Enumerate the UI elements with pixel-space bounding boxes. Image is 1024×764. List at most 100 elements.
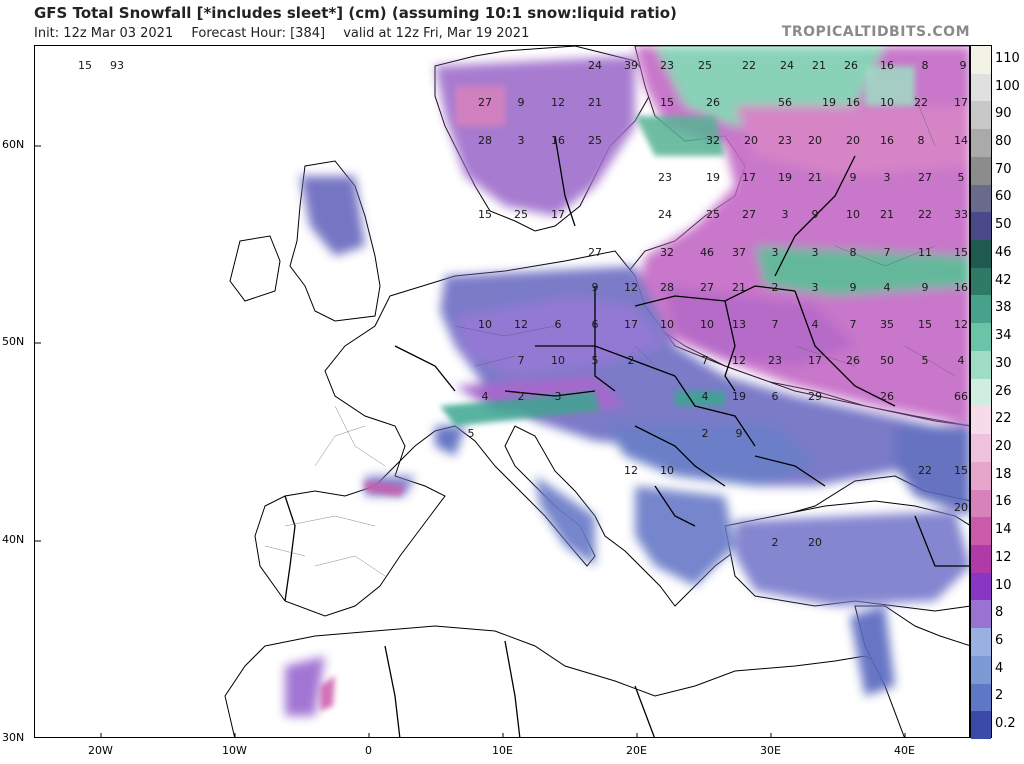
- snowfall-value-label: 5: [592, 354, 599, 367]
- snowfall-value-label: 15: [478, 208, 492, 221]
- map-subtitle: Init: 12z Mar 03 2021 Forecast Hour: [38…: [34, 26, 543, 41]
- province-line: [454, 325, 656, 367]
- lat-label-60n: 60N: [2, 138, 25, 151]
- country-borders: [284, 135, 969, 737]
- border-line: [384, 645, 401, 737]
- snowfall-value-label: 17: [742, 171, 756, 184]
- lon-label-20w: 20W: [88, 744, 113, 757]
- snowfall-value-label: 4: [958, 354, 965, 367]
- colorbar-swatch: [971, 350, 991, 379]
- lon-label-30e: 30E: [760, 744, 781, 757]
- snowfall-value-label: 22: [918, 208, 932, 221]
- colorbar-label: 110: [995, 50, 1020, 66]
- snowfall-value-label: 93: [110, 59, 124, 72]
- colorbar-swatch: [971, 655, 991, 684]
- map-title: GFS Total Snowfall [*includes sleet*] (c…: [34, 4, 677, 22]
- snowfall-value-label: 4: [812, 318, 819, 331]
- land-ireland: [229, 235, 281, 302]
- snowfall-value-label: 16: [880, 134, 894, 147]
- snowfall-value-label: 10: [846, 208, 860, 221]
- snowfall-value-label: 9: [850, 171, 857, 184]
- snowfall-shading: [285, 46, 969, 716]
- snowfall-value-label: 10: [660, 464, 674, 477]
- snowfall-value-label: 9: [960, 59, 967, 72]
- colorbar-label: 50: [995, 217, 1012, 233]
- snowfall-value-label: 26: [846, 354, 860, 367]
- snowfall-value-label: 46: [700, 246, 714, 259]
- colorbar-swatch: [971, 544, 991, 573]
- snowfall-value-label: 15: [954, 464, 968, 477]
- colorbar-label: 14: [995, 522, 1012, 538]
- snowfall-value-label: 15: [78, 59, 92, 72]
- snowfall-value-label: 9: [850, 281, 857, 294]
- snowfall-value-label: 25: [698, 59, 712, 72]
- snowfall-value-label: 22: [918, 464, 932, 477]
- colorbar-label: 0.2: [995, 716, 1016, 732]
- snowfall-value-label: 19: [822, 96, 836, 109]
- snowfall-value-label: 24: [780, 59, 794, 72]
- snowfall-value-label: 3: [884, 171, 891, 184]
- snowfall-value-label: 25: [588, 134, 602, 147]
- snowfall-value-label: 12: [624, 464, 638, 477]
- snowfall-value-label: 10: [478, 318, 492, 331]
- snowfall-value-label: 15: [660, 96, 674, 109]
- snowfall-value-label: 8: [918, 134, 925, 147]
- snowfall-value-label: 11: [918, 246, 932, 259]
- snowfall-value-label: 28: [478, 134, 492, 147]
- snowfall-value-label: 9: [518, 96, 525, 109]
- colorbar-label: 22: [995, 411, 1012, 427]
- colorbar-label: 100: [995, 78, 1020, 94]
- snowfall-value-label: 15: [918, 318, 932, 331]
- snowfall-value-label: 6: [555, 318, 562, 331]
- snowfall-value-label: 10: [700, 318, 714, 331]
- snowfall-value-label: 7: [884, 246, 891, 259]
- province-line: [794, 95, 956, 377]
- snowfall-value-label: 17: [624, 318, 638, 331]
- snowfall-value-label: 27: [478, 96, 492, 109]
- map-canvas: 15 93 24 39 23 25 22 24 21 26 16 8 927 9 12 21 15 26 56 19 1…: [35, 46, 969, 737]
- snowfall-value-label: 23: [658, 171, 672, 184]
- snowfall-value-label: 39: [624, 59, 638, 72]
- snowfall-value-label: 2: [702, 427, 709, 440]
- colorbar-label: 12: [995, 549, 1012, 565]
- colorbar-label: 4: [995, 660, 1004, 676]
- snowfall-value-label: 20: [846, 134, 860, 147]
- border-line: [674, 375, 756, 447]
- snowfall-value-label: 9: [736, 427, 743, 440]
- colorbar-swatch: [971, 600, 991, 629]
- snowfall-value-label: 23: [660, 59, 674, 72]
- border-line: [794, 290, 896, 407]
- colorbar-swatch: [971, 628, 991, 656]
- colorbar-swatch: [971, 267, 991, 296]
- colorbar-label: 6: [995, 632, 1004, 648]
- colorbar-swatch: [971, 517, 991, 545]
- colorbar-swatch: [971, 323, 991, 351]
- snowfall-value-label: 50: [880, 354, 894, 367]
- colorbar-swatch: [971, 295, 991, 324]
- snowfall-value-label: 10: [660, 318, 674, 331]
- snowfall-value-label: 25: [706, 208, 720, 221]
- snowfall-value-labels: 15 93 24 39 23 25 22 24 21 26 16 8 927 9 12 21 15 26 56 19 1…: [78, 59, 968, 549]
- snowfall-value-label: 3: [812, 246, 819, 259]
- snowfall-value-label: 24: [658, 208, 672, 221]
- snowfall-value-label: 17: [551, 208, 565, 221]
- snowfall-value-label: 25: [514, 208, 528, 221]
- colorbar-swatch: [971, 434, 991, 462]
- snowfall-value-label: 21: [588, 96, 602, 109]
- snowfall-value-label: 16: [954, 281, 968, 294]
- snowfall-value-label: 4: [884, 281, 891, 294]
- snowfall-value-label: 17: [954, 96, 968, 109]
- snowfall-value-label: 12: [624, 281, 638, 294]
- snowfall-value-label: 32: [660, 246, 674, 259]
- colorbar-swatch: [971, 101, 991, 130]
- snowfall-value-label: 7: [702, 354, 709, 367]
- snowfall-value-label: 16: [846, 96, 860, 109]
- brand-watermark: TROPICALTIDBITS.COM: [781, 24, 970, 40]
- snowfall-value-label: 8: [850, 246, 857, 259]
- snowfall-value-label: 5: [958, 171, 965, 184]
- border-line: [284, 495, 296, 602]
- colorbar-swatch: [971, 572, 991, 601]
- snowfall-value-label: 13: [732, 318, 746, 331]
- colorbar-swatch: [971, 73, 991, 102]
- colorbar-label: 20: [995, 438, 1012, 454]
